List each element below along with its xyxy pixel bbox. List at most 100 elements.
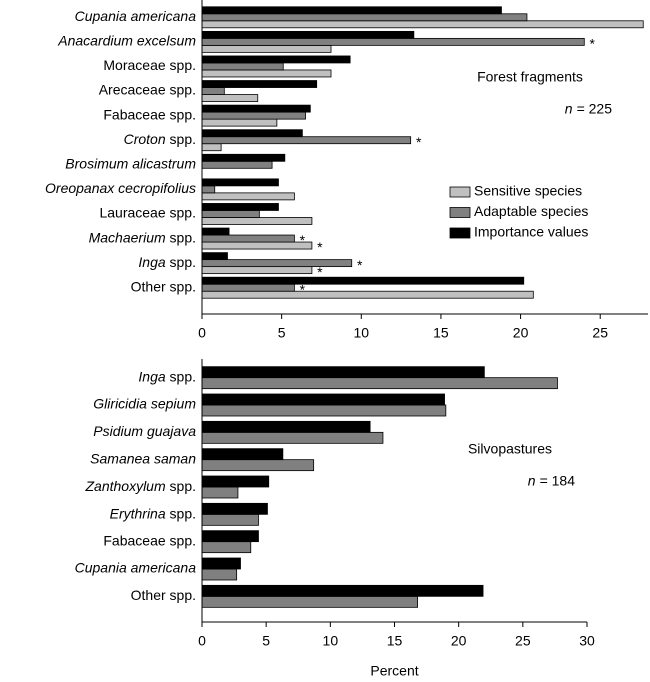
category-label: Fabaceae spp. [103, 106, 196, 122]
category-label: Other spp. [131, 278, 196, 294]
bar [201, 266, 313, 275]
x-tick-label: 25 [592, 325, 608, 341]
legend-label: Adaptable species [474, 203, 588, 219]
category-label: Arecaceae spp. [99, 82, 196, 98]
bar [201, 276, 525, 285]
bar [201, 234, 295, 243]
x-tick-label: 0 [198, 633, 206, 649]
category-label: Inga spp. [138, 368, 196, 384]
bar [201, 393, 445, 406]
category-label: Machaerium spp. [89, 229, 196, 245]
bar [201, 259, 353, 268]
bar [201, 20, 644, 29]
sample-size-value: = 184 [540, 473, 576, 489]
bar [201, 203, 279, 211]
x-tick-label: 20 [451, 633, 467, 649]
sample-size-symbol: n [565, 101, 573, 117]
bar [201, 185, 216, 194]
category-label: Other spp. [131, 587, 196, 603]
bar [201, 94, 259, 102]
bar [201, 129, 303, 138]
bar [201, 513, 259, 526]
legend-swatch [449, 186, 471, 198]
category-label: Zanthoxylum spp. [84, 478, 196, 494]
sample-size-symbol: n [528, 473, 536, 489]
bar [201, 104, 311, 113]
bar [201, 404, 447, 417]
legend-swatch [449, 207, 471, 218]
x-tick-label: 5 [262, 633, 270, 649]
bar [201, 420, 371, 433]
legend-label: Sensitive species [474, 183, 582, 199]
bar [201, 143, 222, 152]
bar [201, 136, 412, 145]
bar [201, 30, 415, 39]
category-label: Anacardium excelsum [57, 33, 196, 49]
x-tick-label: 15 [433, 325, 449, 341]
category-label: Gliricidia sepium [93, 396, 196, 412]
x-tick-label: 15 [387, 633, 403, 649]
x-tick-label: 10 [353, 325, 369, 341]
bar [201, 431, 384, 444]
bar [201, 80, 318, 88]
bar [201, 160, 273, 169]
bar [201, 178, 279, 187]
bar [201, 486, 239, 499]
bar [201, 55, 351, 64]
bar [201, 252, 228, 261]
bar [201, 366, 485, 379]
bar [201, 475, 270, 488]
bar [201, 153, 286, 162]
significance-marker: * [416, 134, 422, 150]
bar [201, 44, 332, 53]
bar [201, 111, 306, 120]
panel-title: Forest fragments [477, 69, 583, 85]
bar [201, 13, 528, 22]
x-tick-label: 10 [323, 633, 339, 649]
bar [201, 595, 419, 608]
x-axis-label: Percent [370, 663, 418, 679]
x-tick-label: 0 [198, 325, 206, 341]
bar [201, 502, 268, 515]
bar [201, 530, 259, 543]
significance-marker: * [317, 239, 323, 255]
significance-marker: * [590, 36, 596, 52]
bar [201, 217, 313, 225]
category-label: Inga spp. [138, 254, 196, 270]
bar [201, 6, 502, 15]
x-tick-label: 20 [513, 325, 529, 341]
significance-marker: * [300, 281, 306, 297]
bar [201, 584, 484, 597]
significance-marker: * [357, 257, 363, 273]
bar [201, 192, 295, 201]
bar [201, 241, 313, 250]
category-label: Psidium guajava [93, 423, 196, 439]
sample-size-value: = 225 [577, 101, 613, 117]
category-label: Oreopanax cecropifolius [45, 180, 196, 196]
x-tick-label: 25 [515, 633, 531, 649]
panel-title: Silvopastures [468, 441, 552, 457]
significance-marker: * [317, 264, 323, 280]
bar [201, 210, 260, 218]
significance-marker: * [300, 232, 306, 248]
bar [201, 37, 585, 46]
x-tick-label: 5 [278, 325, 286, 341]
x-tick-label: 30 [579, 633, 595, 649]
bar [201, 541, 252, 554]
bar [201, 118, 278, 127]
bar [201, 377, 558, 390]
bar [201, 69, 332, 78]
category-label: Croton spp. [124, 131, 196, 147]
bar [201, 283, 295, 292]
bar [201, 227, 230, 236]
category-label: Fabaceae spp. [103, 532, 196, 548]
bar [201, 290, 534, 299]
bar [201, 87, 225, 95]
category-label: Cupania americana [75, 560, 197, 576]
category-label: Brosimum alicastrum [65, 155, 196, 171]
legend-swatch [449, 227, 471, 239]
bar [201, 448, 284, 461]
legend-label: Importance values [474, 224, 588, 240]
bar [201, 568, 238, 581]
